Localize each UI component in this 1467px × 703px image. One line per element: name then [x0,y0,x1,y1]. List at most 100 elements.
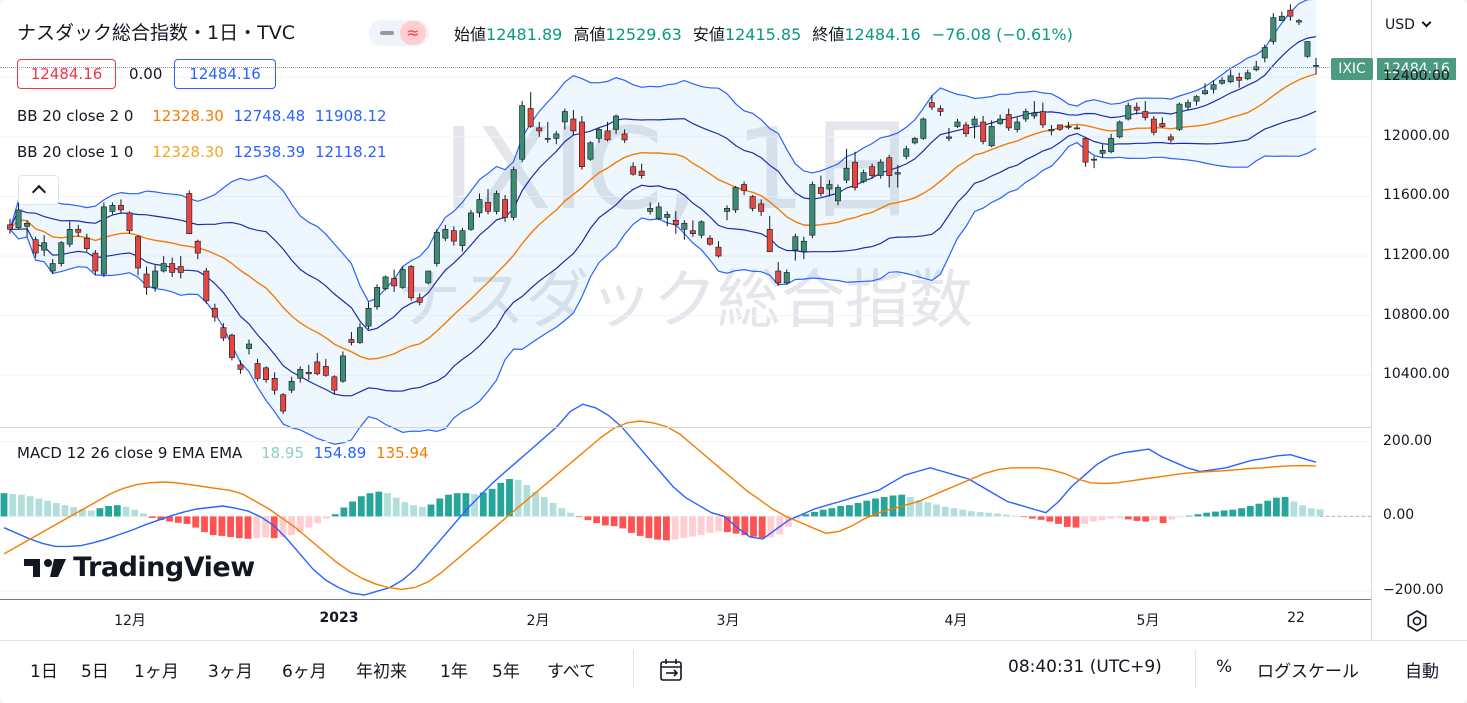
macd-histogram-bar [462,493,470,517]
price-axis-border [1371,0,1372,640]
candle-up [1227,75,1234,83]
macd-histogram-bar [192,516,200,528]
candle-up [1313,65,1320,67]
macd-histogram-bar [1133,516,1141,521]
candle-down [92,252,99,272]
candle-up [860,172,867,182]
macd-histogram-bar [445,494,452,517]
range-button[interactable]: 年初来 [356,662,407,682]
symbol-title[interactable]: ナスダック総合指数・1日・TVC [17,22,295,44]
collapse-legend-button[interactable] [18,175,59,205]
candle-up [834,187,841,202]
close-value: 12484.16 [844,25,921,44]
macd-histogram-bar [270,516,278,539]
candle-down [758,203,765,212]
macd-histogram-bar [436,498,444,517]
macd-histogram-bar [854,503,862,517]
candle-up [365,307,372,327]
candle-down [169,263,176,273]
range-button[interactable]: 6ヶ月 [282,662,327,682]
macd-histogram-bar [540,497,548,517]
log-scale-button[interactable]: ログスケール [1257,662,1359,682]
bb1-upper-line [9,36,1317,332]
candle-up [476,199,483,214]
macd-histogram-bar [1246,506,1254,517]
macd-histogram-bar [941,506,949,517]
settings-icon [1407,610,1427,632]
macd-tick-label: 0.00 [1383,507,1415,524]
macd-histogram-bar [715,516,723,532]
range-button[interactable]: 5年 [492,662,520,682]
macd-histogram-bar [1307,508,1315,517]
bb1-legend[interactable]: BB 20 close 1 0 12328.30 12538.39 12118.… [17,143,387,161]
macd-histogram-bar [697,516,705,536]
macd-label: MACD 12 26 close 9 EMA EMA [17,444,243,462]
macd-histogram-bar [1194,514,1202,517]
candle-down [331,376,338,391]
candle-up [467,212,474,230]
auto-scale-button[interactable]: 自動 [1405,662,1439,682]
currency-selector[interactable]: USD [1385,17,1432,33]
candle-up [1270,17,1277,42]
macd-histogram-bar [863,500,871,517]
candle-up [1278,15,1285,22]
candle-up [1176,103,1183,130]
range-button[interactable]: 5日 [81,662,109,682]
time-tick-label: 22 [1287,610,1305,626]
candle-down [630,166,637,175]
macd-histogram-bar [1055,516,1062,524]
candle-down [578,121,585,168]
macd-histogram-bar [575,516,583,518]
axis-settings-button[interactable] [1404,608,1430,634]
candle-up [246,343,252,349]
range-button[interactable]: 1年 [440,662,468,682]
ohlc-legend: 始値12481.89 高値12529.63 安値12415.85 終値12484… [454,21,1073,45]
candle-up [988,126,995,147]
macd-histogram-bar [1029,516,1036,519]
macd-histogram-bar [131,509,139,517]
candle-up [41,242,48,251]
macd-histogram-bar [1238,508,1245,517]
sell-button[interactable]: 12484.16 [17,59,116,89]
clock-timezone[interactable]: 08:40:31 (UTC+9) [1008,657,1162,677]
macd-histogram-bar [253,516,261,539]
range-button[interactable]: すべて [547,662,597,682]
candle-up [826,184,833,190]
macd-histogram-bar [636,516,644,536]
candle-down [638,170,645,176]
candle-up [911,138,918,144]
pane-divider[interactable] [0,427,1372,428]
macd-histogram-bar [819,509,827,517]
compare-toggle[interactable]: ≈ [369,20,429,46]
candle-down [715,246,722,257]
candle-down [305,371,312,375]
candle-up [698,221,705,236]
candle-up [1091,158,1098,161]
bb2-legend[interactable]: BB 20 close 2 0 12328.30 12748.48 11908.… [17,107,387,125]
wave-icon: ≈ [400,21,426,45]
range-button[interactable]: 1日 [30,662,58,682]
tradingview-logo[interactable]: TradingView [22,552,255,583]
macd-histogram-bar [157,516,165,521]
candle-up [544,138,551,140]
macd-signal-line [3,420,1317,591]
macd-histogram-bar [183,516,191,524]
macd-histogram-bar [811,511,818,517]
candle-up [561,111,568,123]
buy-button[interactable]: 12484.16 [174,59,276,89]
percent-scale-button[interactable]: % [1216,657,1233,677]
macd-histogram-bar [471,494,478,517]
date-range-button[interactable] [657,655,687,685]
high-value: 12529.63 [605,25,682,44]
macd-histogram-bar [532,491,539,517]
macd-signal-value: 135.94 [376,444,429,462]
macd-legend[interactable]: MACD 12 26 close 9 EMA EMA 18.95 154.89 … [17,444,429,462]
macd-histogram-bar [418,506,426,517]
candle-up [1108,138,1115,153]
range-button[interactable]: 1ヶ月 [134,662,179,682]
range-button[interactable]: 3ヶ月 [208,662,253,682]
candle-up [374,287,380,308]
candle-up [664,214,671,218]
